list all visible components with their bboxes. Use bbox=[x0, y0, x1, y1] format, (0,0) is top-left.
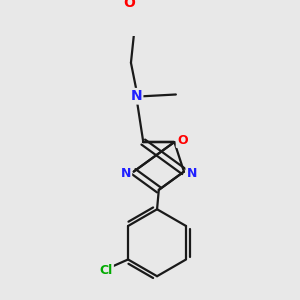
Text: O: O bbox=[123, 0, 135, 10]
Text: N: N bbox=[130, 89, 142, 103]
Text: Cl: Cl bbox=[99, 263, 113, 277]
Text: O: O bbox=[177, 134, 188, 147]
Text: N: N bbox=[121, 167, 131, 180]
Text: N: N bbox=[187, 167, 197, 180]
